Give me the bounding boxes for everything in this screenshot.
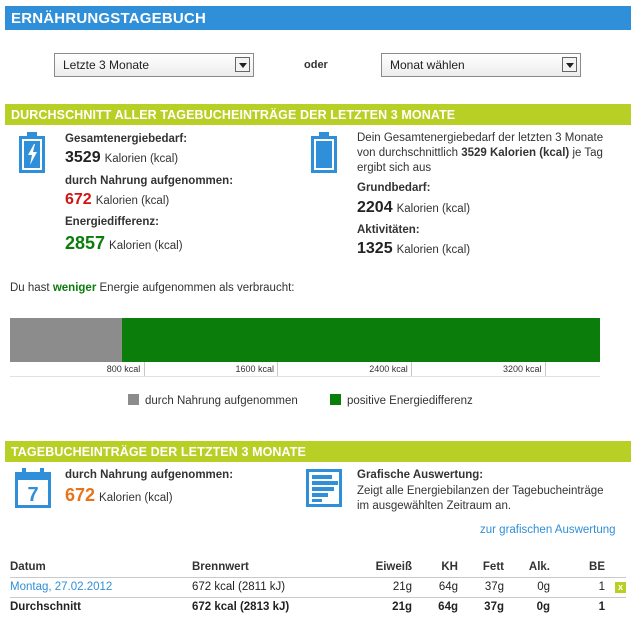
description-line: Zeigt alle Energiebilanzen der Tagebuche… — [357, 485, 604, 497]
month-select[interactable]: Monat wählen — [381, 53, 581, 77]
energy-description: Dein Gesamtenergiebedarf der letzten 3 M… — [357, 131, 603, 176]
col-header-action — [605, 557, 626, 578]
total-energy-label: Gesamtenergiebedarf: — [65, 133, 188, 145]
cell-be: 1 — [550, 577, 605, 598]
cell-datum: Durchschnitt — [10, 601, 81, 614]
legend-swatch — [128, 394, 139, 405]
unit-label: Kalorien (kcal) — [396, 244, 471, 256]
battery-full-icon — [311, 132, 337, 173]
entries-section-header: TAGEBUCHEINTRÄGE DER LETZTEN 3 MONATE — [5, 441, 631, 462]
chevron-down-icon[interactable] — [562, 57, 577, 72]
unit-label: Kalorien (kcal) — [99, 492, 173, 504]
chart-axis — [10, 376, 600, 377]
summary-text: Du hast — [10, 282, 50, 294]
cell-alk: 0g — [536, 601, 550, 614]
axis-tick-label: 800 kcal — [106, 364, 141, 374]
description-highlight: 3529 Kalorien (kcal) — [461, 147, 570, 159]
legend-swatch — [330, 394, 341, 405]
legend-label: durch Nahrung aufgenommen — [145, 395, 298, 407]
base-need-value: 2204 — [357, 199, 393, 216]
page-title: ERNÄHRUNGSTAGEBUCH — [5, 6, 631, 30]
cell-be: 1 — [598, 601, 605, 614]
activities-value: 1325 — [357, 240, 393, 257]
axis-tick — [143, 362, 145, 376]
legend-item-difference: positive Energiedifferenz — [330, 394, 473, 407]
unit-label: Kalorien (kcal) — [95, 195, 170, 207]
intake-value: 672 — [65, 191, 92, 208]
description-text: von durchschnittlich — [357, 147, 458, 159]
unit-label: Kalorien (kcal) — [109, 240, 183, 252]
period-select[interactable]: Letzte 3 Monate — [54, 53, 254, 77]
cell-kh: 64g — [438, 601, 458, 614]
entries-intake-value: 672 — [65, 485, 96, 505]
description-line: im ausgewählten Zeitraum an. — [357, 500, 512, 512]
chevron-down-icon[interactable] — [235, 57, 250, 72]
base-need-label: Grundbedarf: — [357, 182, 431, 194]
description-line: Dein Gesamtenergiebedarf der letzten 3 M… — [357, 132, 604, 144]
description-text: je Tag — [572, 147, 603, 159]
chart-icon — [306, 469, 342, 507]
summary-highlight: weniger — [52, 282, 97, 294]
cell-fett: 37g — [458, 577, 504, 598]
entry-date-link[interactable]: Montag, 27.02.2012 — [10, 577, 192, 598]
unit-label: Kalorien (kcal) — [396, 203, 471, 215]
entries-intake-label: durch Nahrung aufgenommen: — [65, 469, 234, 481]
axis-tick — [544, 362, 546, 376]
legend-item-intake: durch Nahrung aufgenommen — [128, 394, 298, 407]
bar-segment-difference — [122, 318, 600, 362]
energy-diff-value: 2857 — [65, 233, 106, 253]
axis-tick-label: 3200 kcal — [502, 364, 542, 374]
axis-tick-label: 2400 kcal — [369, 364, 408, 374]
cell-brennwert: 672 kcal (2811 kJ) — [192, 577, 342, 598]
total-energy-value: 3529 — [65, 149, 101, 166]
cell-fett: 37g — [484, 601, 504, 614]
table-row: Montag, 27.02.2012 672 kcal (2811 kJ) 21… — [10, 577, 626, 598]
col-header-brennwert[interactable]: Brennwert — [192, 557, 342, 578]
description-line: ergibt sich aus — [357, 162, 432, 174]
calendar-day: 7 — [27, 484, 38, 506]
activities-label: Aktivitäten: — [357, 224, 420, 236]
graph-description: Zeigt alle Energiebilanzen der Tagebuche… — [357, 484, 604, 514]
cell-brennwert: 672 kcal (2813 kJ) — [192, 601, 290, 614]
average-section-header: DURCHSCHNITT ALLER TAGEBUCHEINTRÄGE DER … — [5, 104, 631, 125]
col-header-alk[interactable]: Alk. — [504, 557, 550, 578]
bar-segment-intake — [10, 318, 123, 362]
period-select-value: Letzte 3 Monate — [63, 58, 150, 72]
cell-eiweiss: 21g — [342, 577, 412, 598]
calendar-icon: 7 — [15, 468, 51, 508]
energy-diff-label: Energiedifferenz: — [65, 216, 159, 228]
col-header-eiweiss[interactable]: Eiweiß — [342, 557, 412, 578]
battery-charging-icon — [19, 132, 45, 173]
col-header-datum[interactable]: Datum — [10, 557, 192, 578]
month-select-value: Monat wählen — [390, 58, 465, 72]
energy-bar-chart: 800 kcal 1600 kcal 2400 kcal 3200 kcal — [10, 318, 600, 380]
cell-eiweiss: 21g — [392, 601, 412, 614]
axis-tick — [277, 362, 279, 376]
col-header-kh[interactable]: KH — [412, 557, 458, 578]
col-header-fett[interactable]: Fett — [458, 557, 504, 578]
graph-title: Grafische Auswertung: — [357, 469, 484, 481]
table-row-average: Durchschnitt 672 kcal (2813 kJ) 21g 64g … — [10, 597, 626, 617]
col-header-be[interactable]: BE — [550, 557, 605, 578]
delete-icon[interactable]: x — [615, 582, 626, 593]
intake-label: durch Nahrung aufgenommen: — [65, 175, 234, 187]
axis-tick-label: 1600 kcal — [235, 364, 275, 374]
graph-link[interactable]: zur grafischen Auswertung — [480, 524, 616, 536]
unit-label: Kalorien (kcal) — [104, 153, 179, 165]
legend-label: positive Energiedifferenz — [347, 395, 473, 407]
cell-kh: 64g — [412, 577, 458, 598]
summary-text: Energie aufgenommen als verbraucht: — [99, 282, 295, 294]
or-label: oder — [304, 59, 328, 71]
energy-summary: Du hast weniger Energie aufgenommen als … — [10, 281, 295, 296]
entries-table: Datum Brennwert Eiweiß KH Fett Alk. BE M… — [10, 557, 626, 617]
cell-alk: 0g — [504, 577, 550, 598]
axis-tick — [411, 362, 413, 376]
description-line: von durchschnittlich 3529 Kalorien (kcal… — [357, 146, 603, 161]
